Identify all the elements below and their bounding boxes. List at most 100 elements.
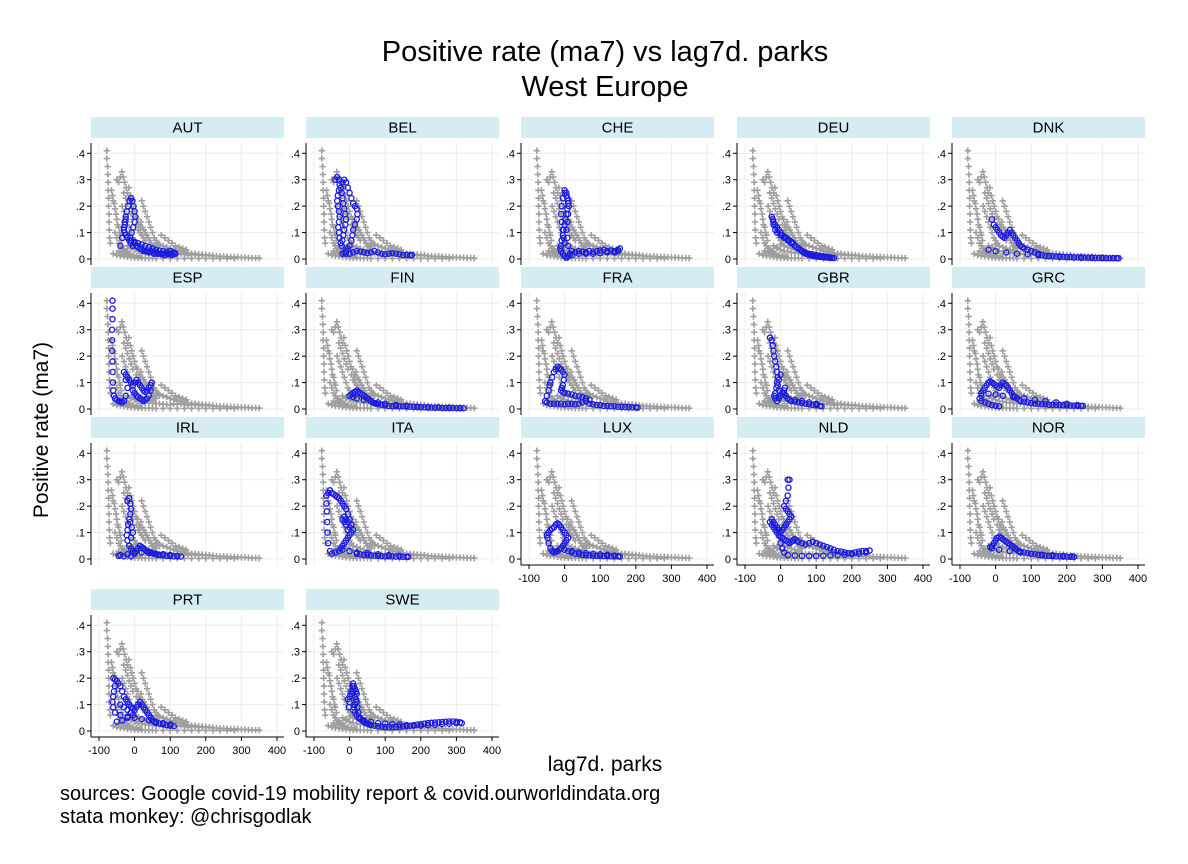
background-point <box>798 239 806 247</box>
background-point <box>424 255 432 262</box>
background-point <box>751 510 759 518</box>
country-point <box>109 379 117 386</box>
background-point <box>535 360 543 368</box>
background-point <box>360 368 368 376</box>
background-point <box>577 224 584 231</box>
x-tick-label: 200 <box>1058 573 1076 585</box>
y-tick-label: .1 <box>506 228 515 240</box>
background-point <box>759 234 766 242</box>
background-point <box>972 205 980 212</box>
panel-aut: AUT 0 .1 .2 .3 .4 <box>76 117 284 266</box>
background-point <box>770 242 777 249</box>
y-tick-label: .2 <box>722 351 731 363</box>
y-tick-label: .3 <box>291 475 300 487</box>
country-point <box>406 403 414 411</box>
background-point <box>964 305 972 312</box>
background-point <box>775 216 783 223</box>
background-point <box>337 345 344 352</box>
background-point <box>319 163 326 170</box>
background-point <box>561 358 568 365</box>
background-point <box>967 226 974 234</box>
country-point <box>561 389 568 397</box>
background-point <box>1026 237 1033 244</box>
background-point <box>353 347 360 355</box>
background-point <box>120 323 127 331</box>
background-point <box>572 358 579 365</box>
x-tick-label: 0 <box>778 573 784 585</box>
background-point <box>764 168 771 175</box>
background-point <box>979 202 987 210</box>
background-point <box>779 221 786 228</box>
background-point <box>987 205 994 212</box>
background-point <box>320 352 327 360</box>
background-point <box>159 405 167 412</box>
background-point <box>342 379 350 386</box>
background-point <box>534 463 541 470</box>
background-point <box>902 405 909 412</box>
background-point <box>538 337 545 344</box>
y-tick-label: .4 <box>291 298 300 310</box>
background-point <box>969 187 976 194</box>
country-point <box>582 250 590 257</box>
background-point <box>533 305 541 312</box>
background-point <box>537 389 544 397</box>
y-tick-label: 0 <box>294 554 300 566</box>
background-point <box>556 374 563 381</box>
country-point <box>354 210 361 218</box>
background-point <box>373 382 380 389</box>
background-point <box>751 210 759 218</box>
background-point <box>971 250 978 257</box>
background-point <box>766 208 774 215</box>
background-point <box>761 397 768 405</box>
country-point <box>360 249 368 256</box>
country-point <box>378 250 385 257</box>
panel-label: DEU <box>818 120 850 137</box>
background-point <box>104 163 111 170</box>
background-point <box>337 363 344 370</box>
y-tick-label: .1 <box>291 700 300 712</box>
background-point <box>149 397 156 405</box>
country-point <box>784 492 791 499</box>
background-point <box>471 255 478 262</box>
panel-label: SWE <box>385 592 419 609</box>
background-point <box>877 405 884 412</box>
background-point <box>983 195 990 202</box>
panel-fra: FRA 0 .1 .2 .3 .4 <box>506 267 714 416</box>
chart-subtitle: West Europe <box>521 71 688 103</box>
background-point <box>556 355 563 362</box>
background-point <box>784 197 791 205</box>
background-point <box>1022 234 1030 242</box>
background-point <box>344 366 352 373</box>
background-point <box>318 297 326 304</box>
background-point <box>181 405 188 412</box>
background-point <box>105 518 113 526</box>
background-point <box>573 363 581 370</box>
background-point <box>982 179 989 186</box>
y-tick-label: .3 <box>506 325 515 337</box>
panel-strip <box>737 117 930 138</box>
background-point <box>536 226 543 234</box>
background-point <box>108 487 115 494</box>
country-point <box>349 249 357 256</box>
x-tick-label: 0 <box>562 573 568 585</box>
background-point <box>990 202 998 210</box>
country-point <box>596 247 604 254</box>
background-point <box>604 255 611 262</box>
x-tick-label: 100 <box>161 745 179 757</box>
background-point <box>855 405 863 412</box>
background-point <box>340 334 348 341</box>
y-tick-label: .4 <box>722 148 731 160</box>
country-point <box>417 403 425 411</box>
background-point <box>554 392 561 399</box>
background-point <box>789 363 797 370</box>
background-point <box>140 202 147 210</box>
background-point <box>756 400 763 407</box>
background-point <box>323 659 330 666</box>
background-point <box>869 405 877 412</box>
y-tick-label: .3 <box>722 175 731 187</box>
background-point <box>974 234 981 242</box>
background-point <box>105 368 113 376</box>
country-point <box>1077 253 1085 261</box>
background-point <box>534 321 542 328</box>
